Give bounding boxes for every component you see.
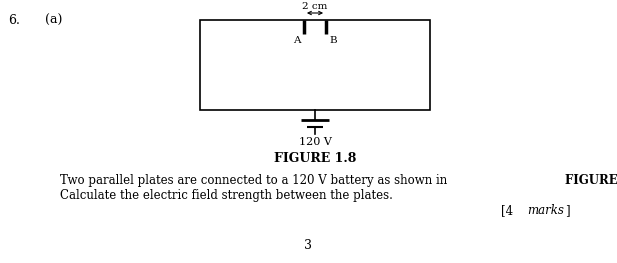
Text: marks: marks [527,204,564,217]
Text: 120 V: 120 V [299,137,331,147]
Text: ]: ] [565,204,570,217]
Bar [200,20,430,110]
Text: FIGURE 1.8: FIGURE 1.8 [565,174,617,187]
Text: Calculate the electric field strength between the plates.: Calculate the electric field strength be… [60,189,393,202]
Text: FIGURE 1.8: FIGURE 1.8 [274,152,356,165]
Text: 2 cm: 2 cm [302,2,328,11]
Text: 6.: 6. [8,14,20,27]
Text: (a): (a) [45,14,62,27]
Text: 3: 3 [304,239,312,252]
Text: Two parallel plates are connected to a 120 V battery as shown in: Two parallel plates are connected to a 1… [60,174,451,187]
Text: B: B [329,36,337,45]
Text: [4: [4 [500,204,516,217]
Text: A: A [294,36,301,45]
